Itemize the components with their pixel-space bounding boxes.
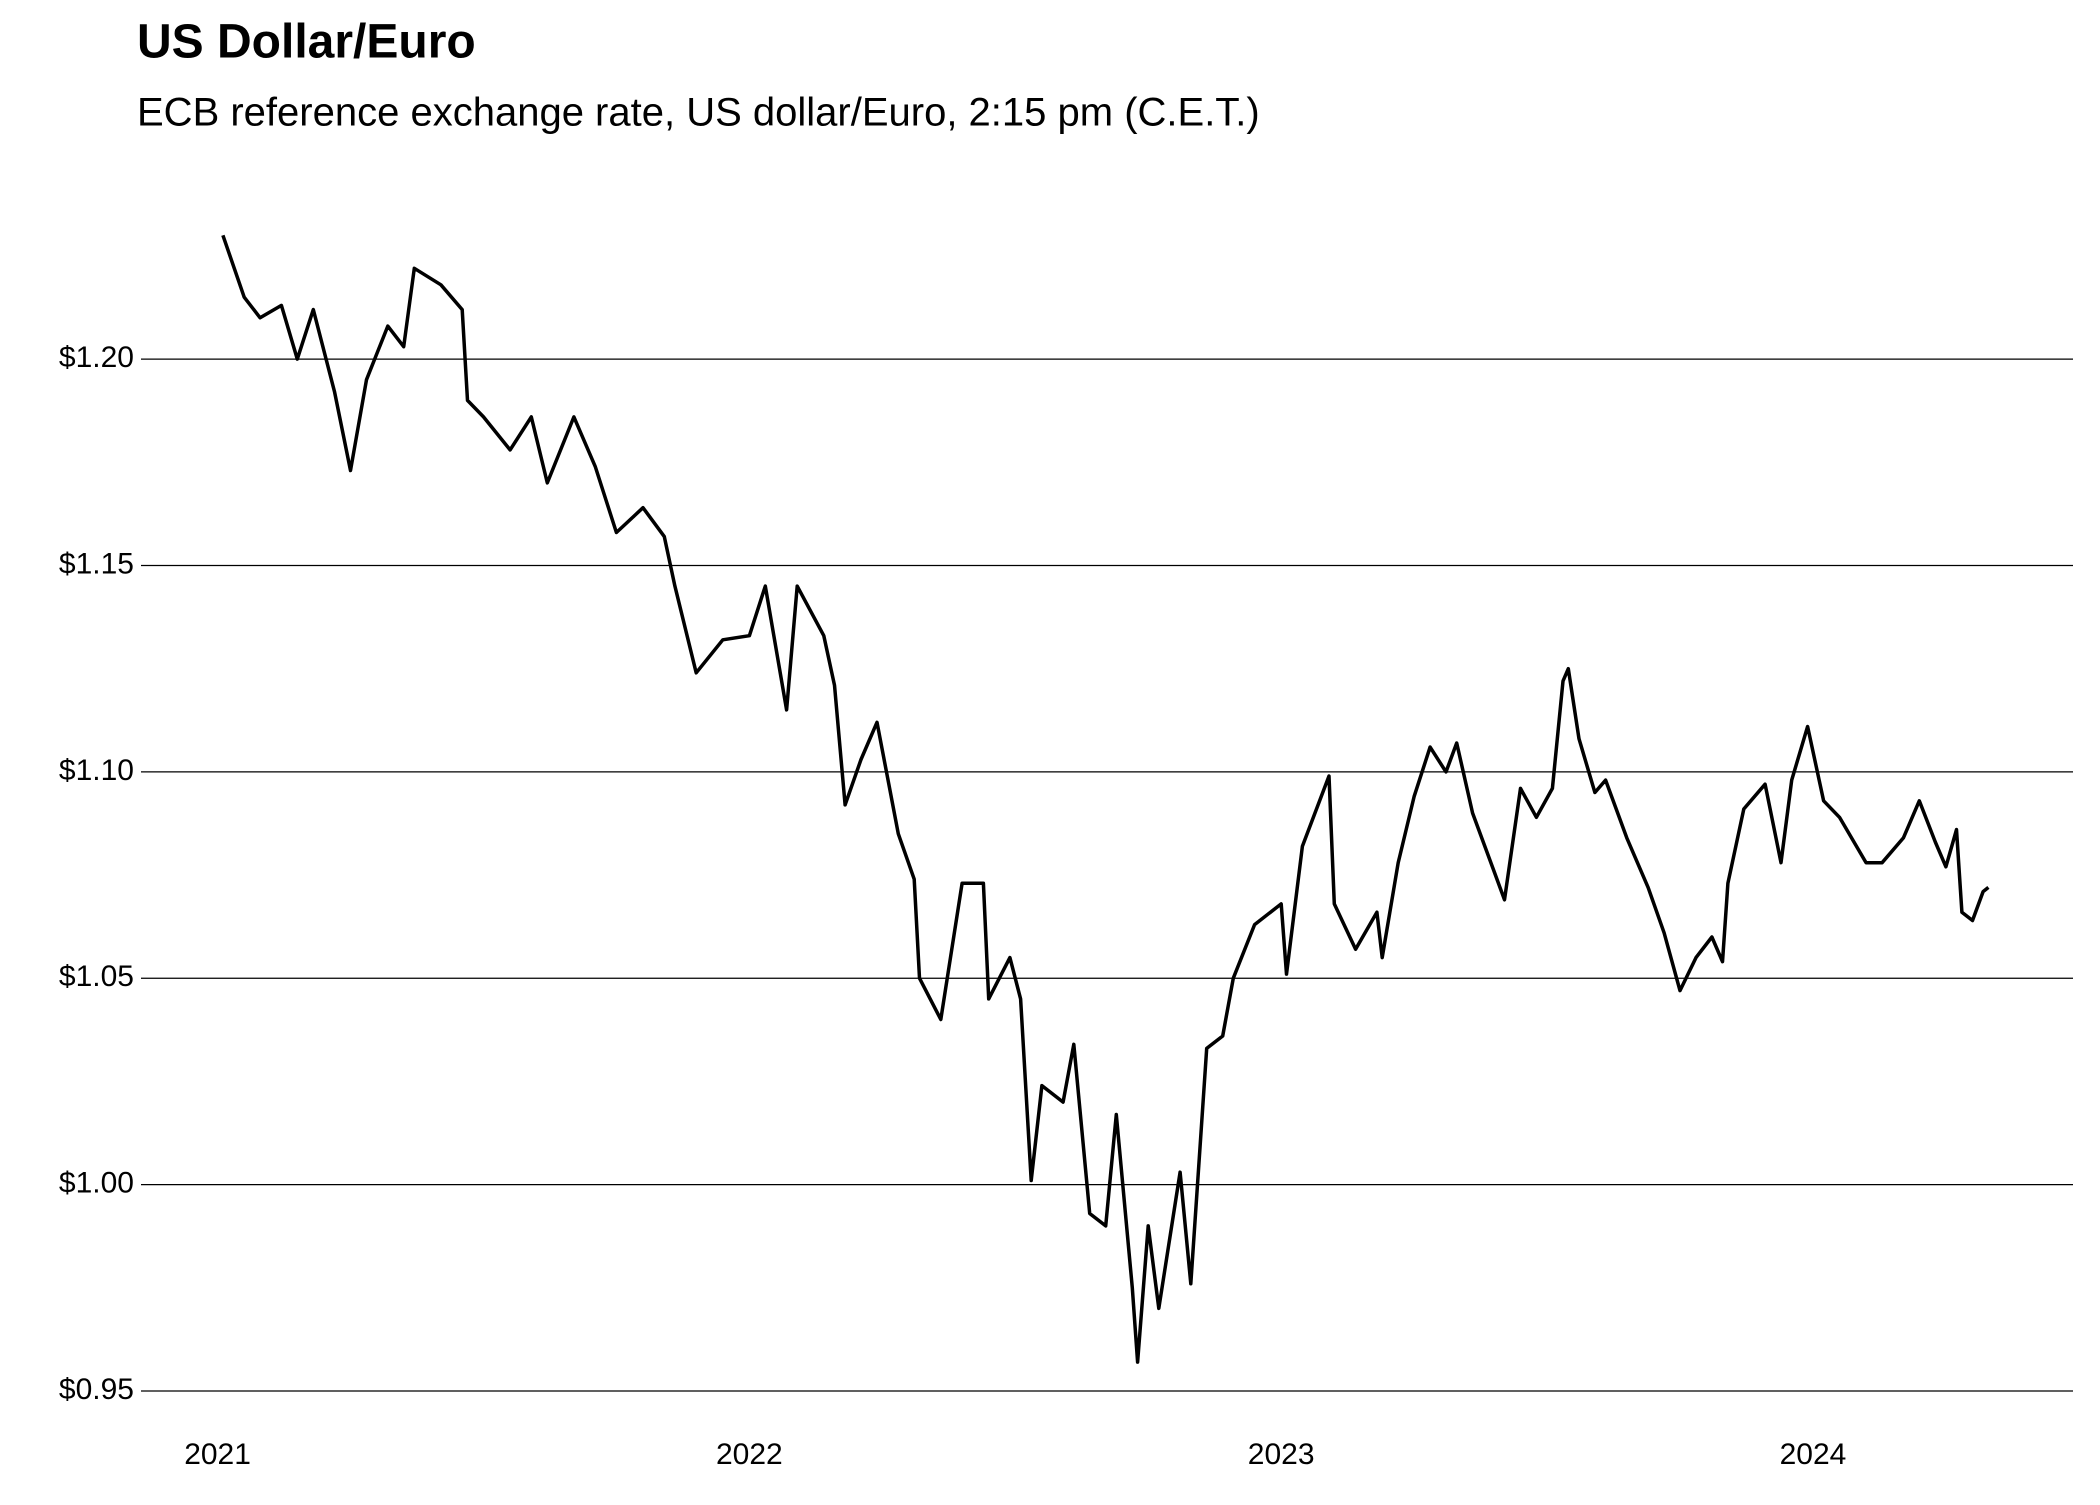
y-tick-label: $1.15	[59, 547, 134, 580]
y-tick-label: $1.00	[59, 1167, 134, 1200]
y-tick-label: $1.05	[59, 960, 134, 993]
x-tick-label: 2021	[184, 1438, 251, 1471]
y-tick-label: $1.10	[59, 754, 134, 787]
chart-title: US Dollar/Euro	[137, 16, 476, 69]
y-tick-label: $1.20	[59, 341, 134, 374]
x-tick-label: 2022	[716, 1438, 783, 1471]
x-tick-label: 2024	[1780, 1438, 1847, 1471]
line	[221, 234, 1990, 1364]
x-tick-label: 2023	[1248, 1438, 1315, 1471]
y-tick-label: $0.95	[59, 1373, 134, 1406]
chart-subtitle: ECB reference exchange rate, US dollar/E…	[137, 91, 1260, 135]
